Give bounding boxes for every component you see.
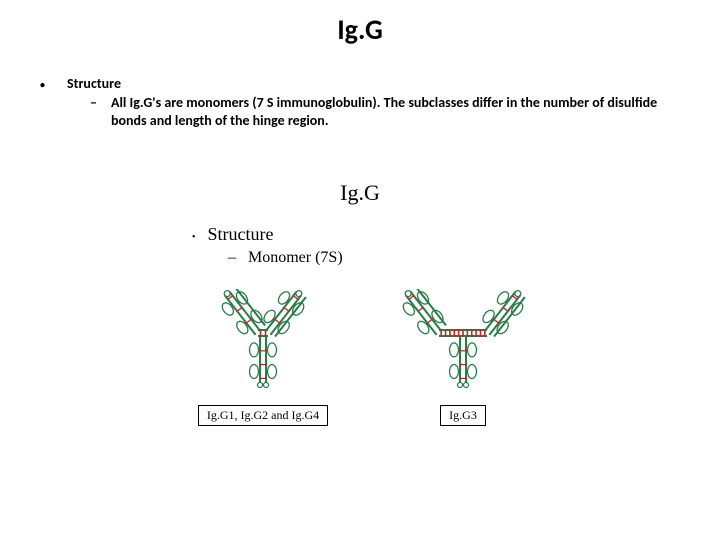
- bullet-dot-icon: •: [40, 78, 45, 91]
- inner-figure: Ig.G • Structure – Monomer (7S) Ig.G1, I…: [168, 180, 552, 426]
- inner-bullets: • Structure – Monomer (7S): [168, 224, 552, 267]
- igg-ychain-right-icon: [378, 289, 548, 399]
- igg-diagrams: Ig.G1, Ig.G2 and Ig.G4 Ig.G3: [168, 289, 552, 426]
- bullet-structure: • Structure: [40, 75, 690, 92]
- igg-diagram-right: Ig.G3: [378, 289, 548, 426]
- inner-title: Ig.G: [168, 180, 552, 206]
- page-title: Ig.G: [0, 0, 720, 47]
- caption-right: Ig.G3: [440, 405, 486, 426]
- bullet-section: • Structure – All Ig.G's are monomers (7…: [0, 47, 720, 129]
- inner-b1-text: Structure: [208, 224, 274, 245]
- igg-diagram-left: Ig.G1, Ig.G2 and Ig.G4: [188, 289, 338, 426]
- inner-bullet-structure: • Structure: [192, 224, 552, 245]
- structure-heading: Structure: [67, 75, 121, 92]
- bullet-dash-icon: –: [90, 94, 97, 112]
- bullet-dot-icon: •: [192, 232, 196, 243]
- caption-left: Ig.G1, Ig.G2 and Ig.G4: [198, 405, 328, 426]
- structure-detail-text: All Ig.G's are monomers (7 S immunoglobu…: [111, 94, 670, 129]
- bullet-dash-icon: –: [228, 249, 236, 267]
- igg-ychain-left-icon: [188, 289, 338, 399]
- inner-bullet-monomer: – Monomer (7S): [192, 249, 552, 267]
- inner-b2-text: Monomer (7S): [248, 249, 343, 267]
- bullet-structure-detail: – All Ig.G's are monomers (7 S immunoglo…: [40, 94, 690, 129]
